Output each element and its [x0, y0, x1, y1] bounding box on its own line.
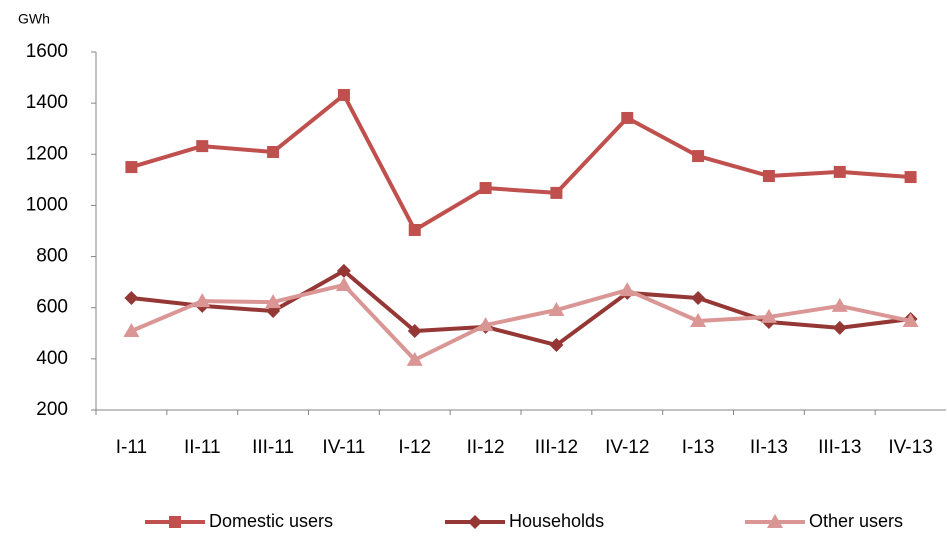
- data-point: [691, 290, 706, 305]
- y-tick-label: 200: [36, 399, 68, 420]
- y-axis-label: GWh: [18, 11, 50, 27]
- data-point: [194, 293, 211, 308]
- data-point: [690, 313, 707, 328]
- data-point: [336, 263, 351, 278]
- data-point: [123, 322, 140, 337]
- data-point: [549, 338, 564, 353]
- data-point: [621, 111, 634, 124]
- x-tick-label: III-12: [535, 437, 578, 458]
- data-point: [760, 308, 777, 323]
- data-point: [548, 302, 565, 317]
- x-tick-label: II-13: [750, 437, 788, 458]
- x-tick-label: IV-13: [888, 437, 932, 458]
- data-point: [833, 165, 846, 178]
- data-point: [692, 150, 705, 163]
- x-tick-label: I-13: [682, 437, 715, 458]
- data-point: [267, 145, 280, 158]
- data-point: [902, 313, 919, 328]
- x-tick-label: II-11: [184, 437, 221, 458]
- data-point: [335, 276, 352, 291]
- series-line: [130, 92, 911, 232]
- data-point: [832, 320, 847, 335]
- legend-marker: [767, 514, 783, 528]
- x-tick-label: IV-12: [605, 437, 649, 458]
- data-point: [337, 88, 350, 101]
- data-point: [125, 161, 138, 174]
- series-line: [130, 282, 911, 362]
- x-tick-label: IV-11: [322, 437, 365, 458]
- data-point: [550, 186, 563, 199]
- data-point: [124, 290, 139, 305]
- y-tick-label: 1000: [26, 194, 68, 215]
- x-tick-label: I-11: [116, 437, 147, 458]
- legend-marker: [468, 515, 482, 529]
- data-point: [762, 170, 775, 183]
- x-tick-label: II-12: [467, 437, 505, 458]
- legend-label: Households: [509, 511, 604, 531]
- series-line: [131, 268, 911, 348]
- data-point: [904, 171, 917, 184]
- legend-marker: [169, 516, 181, 528]
- data-point: [408, 223, 421, 236]
- y-tick-label: 800: [36, 246, 68, 267]
- y-tick-label: 600: [36, 297, 68, 318]
- y-tick-label: 1400: [26, 92, 68, 113]
- x-tick-label: III-13: [818, 437, 861, 458]
- legend-label: Other users: [809, 511, 903, 531]
- y-tick-label: 400: [36, 348, 68, 369]
- data-point: [477, 317, 494, 332]
- y-tick-label: 1200: [26, 143, 68, 164]
- legend-label: Domestic users: [209, 511, 333, 531]
- data-point: [407, 323, 422, 338]
- data-point: [619, 282, 636, 297]
- data-point: [265, 294, 282, 309]
- x-tick-label: I-12: [398, 437, 431, 458]
- x-tick-label: III-11: [252, 437, 294, 458]
- data-point: [479, 182, 492, 195]
- data-point: [196, 140, 209, 153]
- data-point: [406, 351, 423, 366]
- y-tick-label: 1600: [26, 41, 68, 62]
- data-point: [831, 297, 848, 312]
